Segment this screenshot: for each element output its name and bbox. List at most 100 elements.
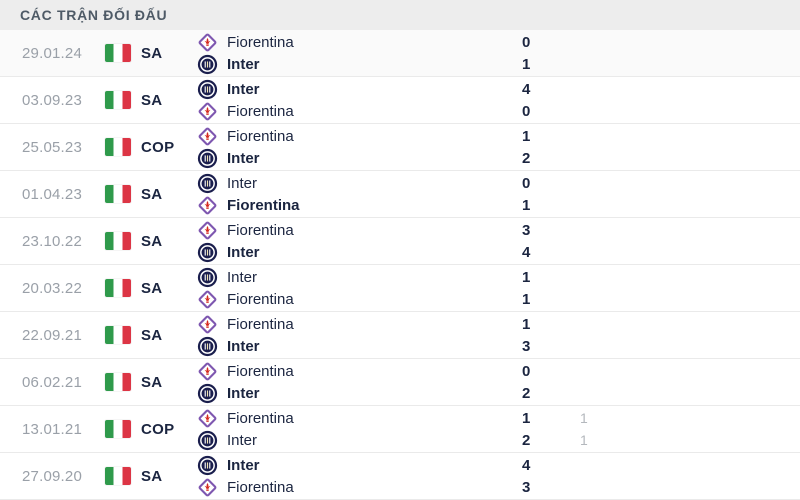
home-score: 1 — [522, 409, 531, 427]
match-row[interactable]: 20.03.22 SA — [0, 265, 800, 312]
away-team-line: Fiorentina 1 — [197, 194, 610, 216]
home-team-line: Fiorentina 0 — [197, 31, 610, 53]
away-team-name: Inter — [227, 384, 260, 402]
away-team-line: Inter 4 — [197, 241, 610, 263]
competition-label: SA — [141, 232, 163, 250]
match-date: 20.03.22 — [22, 279, 82, 297]
away-team-name: Inter — [227, 243, 260, 261]
away-team-line: Fiorentina 0 — [197, 100, 610, 122]
competition-label: SA — [141, 279, 163, 297]
teams-block: Fiorentina 3 — [197, 219, 610, 263]
italy-flag-icon — [105, 185, 131, 203]
away-score: 2 — [522, 431, 531, 449]
match-list: 29.01.24 SA — [0, 30, 800, 500]
fiorentina-logo-icon — [197, 195, 218, 216]
away-team-line: Inter 2 1 — [197, 429, 610, 451]
match-date: 03.09.23 — [22, 91, 82, 109]
home-team-name: Inter — [227, 456, 260, 474]
home-team-name: Inter — [227, 80, 260, 98]
home-score: 4 — [522, 80, 531, 98]
away-team-line: Inter 2 — [197, 382, 610, 404]
away-score: 2 — [522, 384, 531, 402]
away-team-name: Fiorentina — [227, 102, 294, 120]
home-team-line: Fiorentina 1 — [197, 125, 610, 147]
match-row[interactable]: 01.04.23 SA — [0, 171, 800, 218]
home-team-name: Fiorentina — [227, 221, 294, 239]
away-team-name: Inter — [227, 337, 260, 355]
home-team-name: Fiorentina — [227, 315, 294, 333]
home-score: 0 — [522, 33, 531, 51]
away-team-line: Inter 3 — [197, 335, 610, 357]
competition-label: SA — [141, 44, 163, 62]
home-team-name: Fiorentina — [227, 362, 294, 380]
home-team-name: Fiorentina — [227, 33, 294, 51]
italy-flag-icon — [105, 420, 131, 438]
home-team-line: Fiorentina 0 — [197, 360, 610, 382]
home-team-line: Fiorentina 1 — [197, 313, 610, 335]
match-row[interactable]: 27.09.20 SA — [0, 453, 800, 500]
away-team-line: Fiorentina 1 — [197, 288, 610, 310]
home-score: 4 — [522, 456, 531, 474]
home-sub-score: 1 — [580, 410, 588, 426]
home-score: 0 — [522, 174, 531, 192]
away-score: 4 — [522, 243, 531, 261]
match-date: 01.04.23 — [22, 185, 82, 203]
home-team-line: Fiorentina 3 — [197, 219, 610, 241]
fiorentina-logo-icon — [197, 32, 218, 53]
away-score: 3 — [522, 337, 531, 355]
home-score: 0 — [522, 362, 531, 380]
fiorentina-logo-icon — [197, 408, 218, 429]
fiorentina-logo-icon — [197, 126, 218, 147]
teams-block: Fiorentina 1 — [197, 313, 610, 357]
away-team-name: Fiorentina — [227, 290, 294, 308]
italy-flag-icon — [105, 44, 131, 62]
match-row[interactable]: 03.09.23 SA — [0, 77, 800, 124]
fiorentina-logo-icon — [197, 314, 218, 335]
match-date: 13.01.21 — [22, 420, 82, 438]
match-row[interactable]: 25.05.23 COP — [0, 124, 800, 171]
teams-block: Inter 1 — [197, 266, 610, 310]
home-team-name: Fiorentina — [227, 127, 294, 145]
competition-label: SA — [141, 373, 163, 391]
match-row[interactable]: 06.02.21 SA — [0, 359, 800, 406]
inter-logo-icon — [197, 455, 218, 476]
home-team-line: Inter 1 — [197, 266, 610, 288]
competition-label: SA — [141, 326, 163, 344]
match-date: 22.09.21 — [22, 326, 82, 344]
teams-block: Fiorentina 1 1 — [197, 407, 610, 451]
italy-flag-icon — [105, 279, 131, 297]
inter-logo-icon — [197, 383, 218, 404]
inter-logo-icon — [197, 54, 218, 75]
match-row[interactable]: 29.01.24 SA — [0, 30, 800, 77]
competition-label: COP — [141, 138, 175, 156]
away-score: 1 — [522, 290, 531, 308]
inter-logo-icon — [197, 267, 218, 288]
inter-logo-icon — [197, 336, 218, 357]
competition-label: COP — [141, 420, 175, 438]
home-team-name: Fiorentina — [227, 409, 294, 427]
home-team-name: Inter — [227, 174, 258, 192]
teams-block: Inter 0 — [197, 172, 610, 216]
competition-label: SA — [141, 185, 163, 203]
section-header: CÁC TRẬN ĐỐI ĐẤU — [0, 0, 800, 30]
away-team-name: Inter — [227, 149, 260, 167]
teams-block: Fiorentina 0 — [197, 31, 610, 75]
italy-flag-icon — [105, 91, 131, 109]
competition-label: SA — [141, 91, 163, 109]
match-row[interactable]: 13.01.21 COP — [0, 406, 800, 453]
match-row[interactable]: 22.09.21 SA — [0, 312, 800, 359]
home-score: 1 — [522, 127, 531, 145]
home-team-line: Inter 0 — [197, 172, 610, 194]
away-sub-score: 1 — [580, 432, 588, 448]
match-date: 06.02.21 — [22, 373, 82, 391]
home-team-line: Fiorentina 1 1 — [197, 407, 610, 429]
match-row[interactable]: 23.10.22 SA — [0, 218, 800, 265]
away-team-name: Inter — [227, 55, 260, 73]
away-score: 3 — [522, 478, 531, 496]
away-score: 1 — [522, 196, 531, 214]
fiorentina-logo-icon — [197, 477, 218, 498]
match-date: 27.09.20 — [22, 467, 82, 485]
away-score: 2 — [522, 149, 531, 167]
home-score: 1 — [522, 268, 531, 286]
